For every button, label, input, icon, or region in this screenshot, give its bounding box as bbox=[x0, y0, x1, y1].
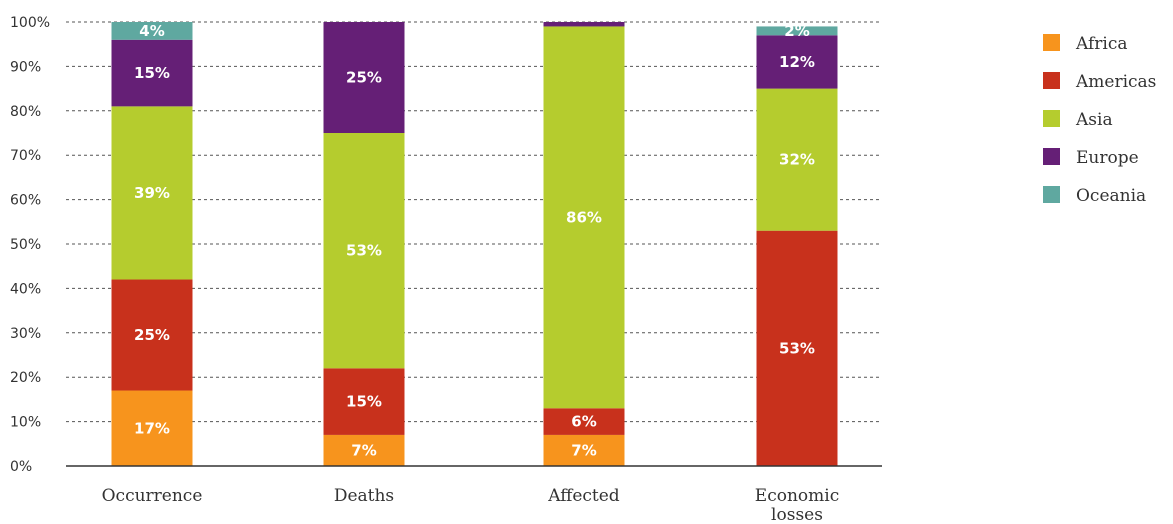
legend-label: Americas bbox=[1075, 72, 1156, 92]
bar-segment bbox=[111, 39, 193, 107]
data-label: 15% bbox=[134, 64, 170, 82]
legend-swatch bbox=[1043, 34, 1060, 51]
bar-segment bbox=[756, 230, 838, 466]
y-tick-label: 100% bbox=[10, 15, 50, 31]
data-label: 53% bbox=[346, 242, 382, 260]
y-tick-label: 10% bbox=[10, 415, 41, 431]
data-label: 25% bbox=[134, 326, 170, 344]
x-tick-label: Affected bbox=[547, 486, 620, 506]
legend: Africa Americas Asia Europe Oceania bbox=[1043, 34, 1156, 206]
legend-swatch bbox=[1043, 186, 1060, 203]
legend-label: Europe bbox=[1076, 148, 1139, 168]
y-tick-label: 70% bbox=[10, 148, 41, 164]
bar-segment bbox=[756, 26, 838, 36]
data-label: 4% bbox=[139, 22, 164, 40]
bar-segment bbox=[543, 22, 625, 27]
legend-swatch bbox=[1043, 72, 1060, 89]
data-label: 2% bbox=[784, 22, 809, 40]
x-tick-label: Occurrence bbox=[102, 486, 203, 506]
bar-segment bbox=[543, 408, 625, 435]
bar-segment bbox=[543, 26, 625, 409]
data-label: 39% bbox=[134, 184, 170, 202]
bar-segment bbox=[111, 390, 193, 466]
x-tick-label: Economic losses bbox=[755, 486, 839, 524]
bar-segment bbox=[323, 434, 405, 466]
data-label: 6% bbox=[571, 413, 596, 431]
y-tick-label: 30% bbox=[10, 326, 41, 342]
y-tick-label: 90% bbox=[10, 59, 41, 75]
bar-labels: 17% 25% 39% 15% 4% 7% 15% 53% 25% 7% 6% 86% 53% 32% 12… bbox=[134, 22, 815, 460]
y-tick-label: 50% bbox=[10, 237, 41, 253]
data-label: 17% bbox=[134, 419, 170, 437]
bar-segment bbox=[323, 22, 405, 133]
data-label: 86% bbox=[566, 208, 602, 226]
bars bbox=[111, 22, 838, 466]
data-label: 53% bbox=[779, 339, 815, 357]
x-tick-label: Deaths bbox=[334, 486, 394, 506]
data-label: 15% bbox=[346, 393, 382, 411]
legend-label: Africa bbox=[1075, 34, 1128, 54]
data-label: 7% bbox=[571, 441, 596, 459]
bar-segment bbox=[111, 279, 193, 391]
data-label: 25% bbox=[346, 69, 382, 87]
bar-segment bbox=[111, 106, 193, 280]
legend-swatch bbox=[1043, 110, 1060, 127]
y-tick-label: 80% bbox=[10, 104, 41, 120]
legend-label: Asia bbox=[1075, 110, 1113, 130]
data-label: 32% bbox=[779, 151, 815, 169]
y-axis: 0% 10% 20% 30% 40% 50% 60% 70% 80% 90% 100% bbox=[10, 15, 50, 475]
legend-label: Oceania bbox=[1076, 186, 1146, 206]
data-label: 12% bbox=[779, 53, 815, 71]
y-tick-label: 0% bbox=[10, 459, 32, 475]
y-tick-label: 60% bbox=[10, 193, 41, 209]
gridlines bbox=[66, 21, 882, 423]
y-tick-label: 20% bbox=[10, 370, 41, 386]
legend-swatch bbox=[1043, 148, 1060, 165]
bar-segment bbox=[323, 133, 405, 369]
bar-segment bbox=[756, 88, 838, 231]
bar-segment bbox=[111, 22, 193, 40]
x-axis: Occurrence Deaths Affected Economic losses bbox=[66, 465, 882, 524]
bar-segment bbox=[323, 368, 405, 435]
data-label: 7% bbox=[351, 441, 376, 459]
bar-segment bbox=[543, 434, 625, 466]
y-tick-label: 40% bbox=[10, 281, 41, 297]
bar-segment bbox=[756, 35, 838, 89]
